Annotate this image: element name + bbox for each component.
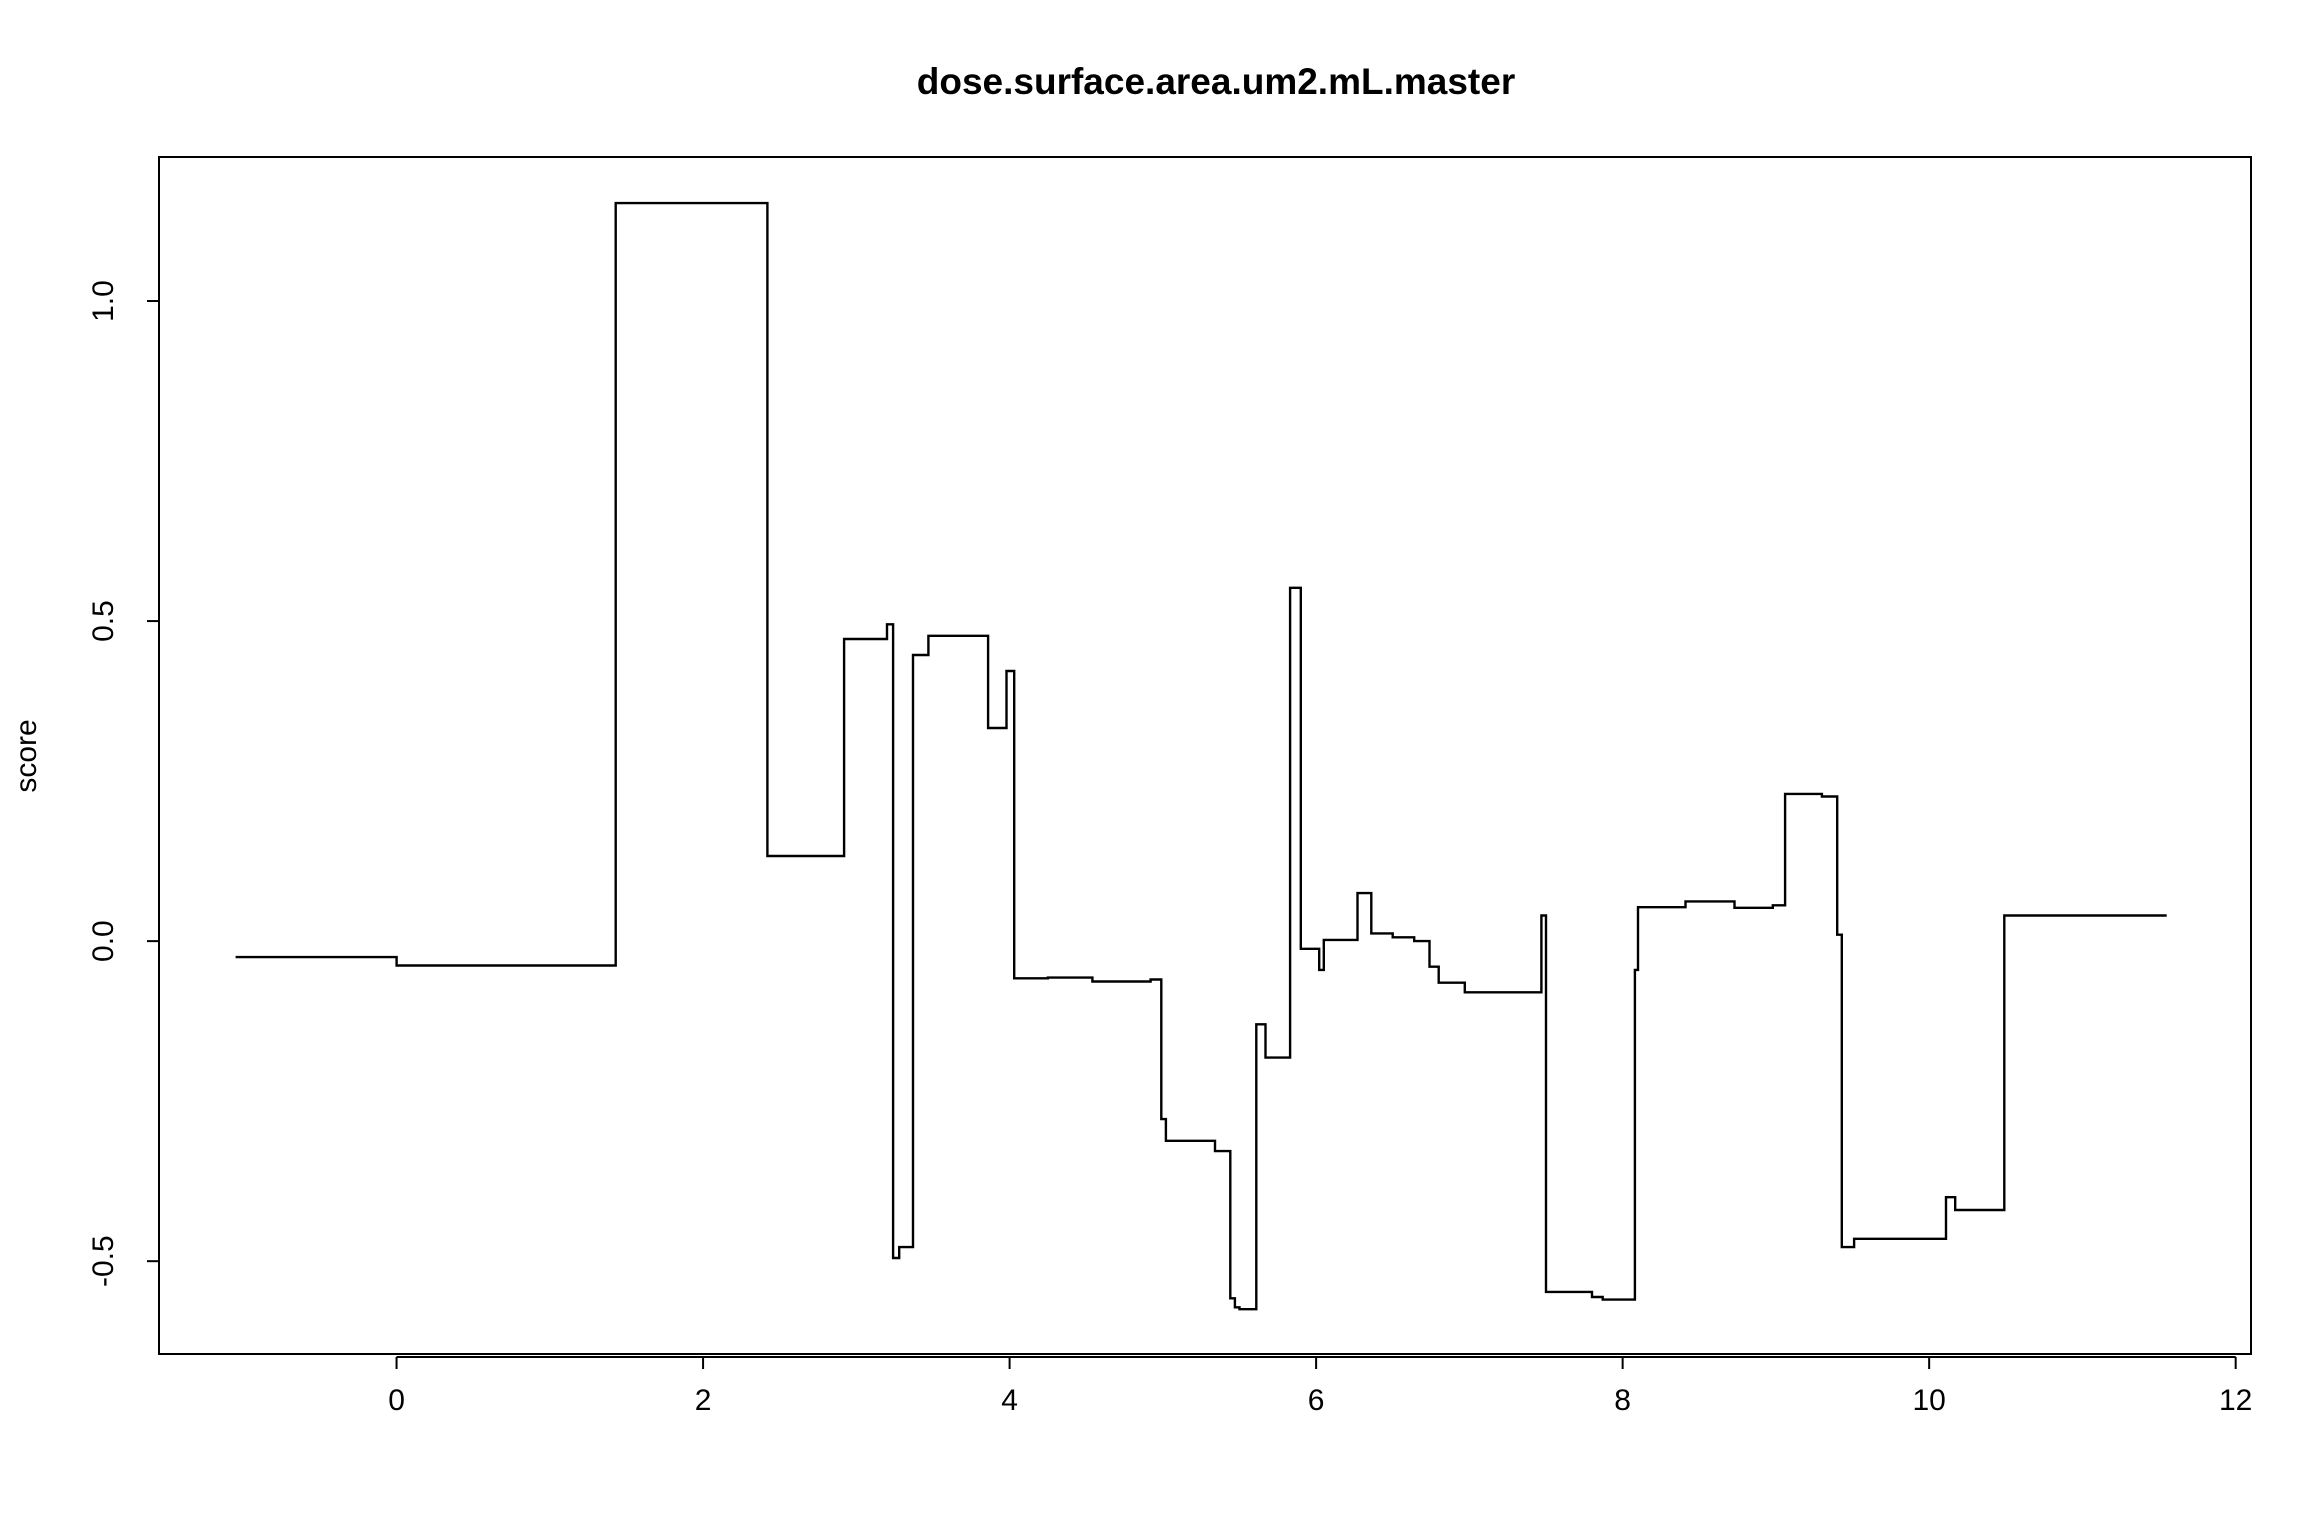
y-tick-label: 0.0: [87, 920, 120, 962]
x-axis: 0 2 4 6 8 10 12: [388, 1356, 2252, 1417]
y-tick-label: 1.0: [87, 280, 120, 322]
plot-frame: [158, 156, 2252, 1355]
x-tick-label: 8: [1614, 1384, 1631, 1417]
chart-title: dose.surface.area.um2.mL.master: [917, 61, 1515, 102]
x-tick-label: 6: [1308, 1384, 1325, 1417]
series-line: [235, 201, 2167, 1311]
series-layer: [235, 201, 2167, 1311]
x-tick-label: 2: [695, 1384, 712, 1417]
x-tick-label: 0: [388, 1384, 405, 1417]
x-tick-label: 4: [1001, 1384, 1018, 1417]
y-axis: -0.5 0.0 0.5 1.0: [87, 280, 160, 1287]
y-tick-label: 0.5: [87, 600, 120, 642]
y-axis-label: score: [10, 719, 43, 792]
x-tick-label: 10: [1912, 1384, 1945, 1417]
y-tick-label: -0.5: [87, 1235, 120, 1287]
x-tick-label: 12: [2219, 1384, 2252, 1417]
